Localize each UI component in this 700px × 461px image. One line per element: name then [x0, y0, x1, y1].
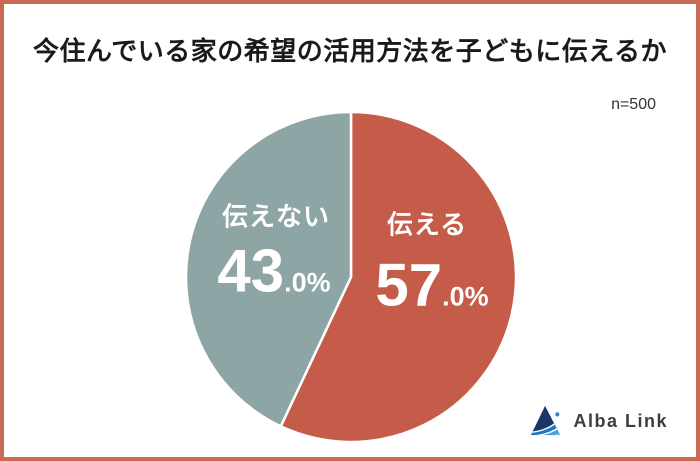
pie-chart	[184, 110, 518, 444]
alba-link-logo-icon	[531, 405, 561, 436]
slice-label-tell: 伝える	[386, 209, 468, 240]
slice-value-nottell: 43.0%	[217, 237, 330, 306]
slice-value-tell: 57.0%	[375, 251, 488, 320]
pie-slice-0	[279, 110, 518, 444]
slice-value-nottell-frac: .0%	[284, 267, 331, 298]
slice-value-nottell-int: 43	[217, 237, 285, 305]
brand-name: Alba Link	[573, 410, 668, 431]
pie-slice-1	[184, 110, 353, 428]
sample-size-note: n=500	[611, 96, 656, 113]
slice-value-tell-int: 57	[375, 251, 443, 319]
pie-chart-svg	[184, 110, 518, 444]
slice-value-tell-frac: .0%	[442, 281, 489, 312]
slice-label-nottell: 伝えない	[221, 201, 331, 232]
chart-title: 今住んでいる家の希望の活用方法を子どもに伝えるか	[33, 36, 667, 66]
brand-footer: Alba Link	[529, 403, 668, 439]
